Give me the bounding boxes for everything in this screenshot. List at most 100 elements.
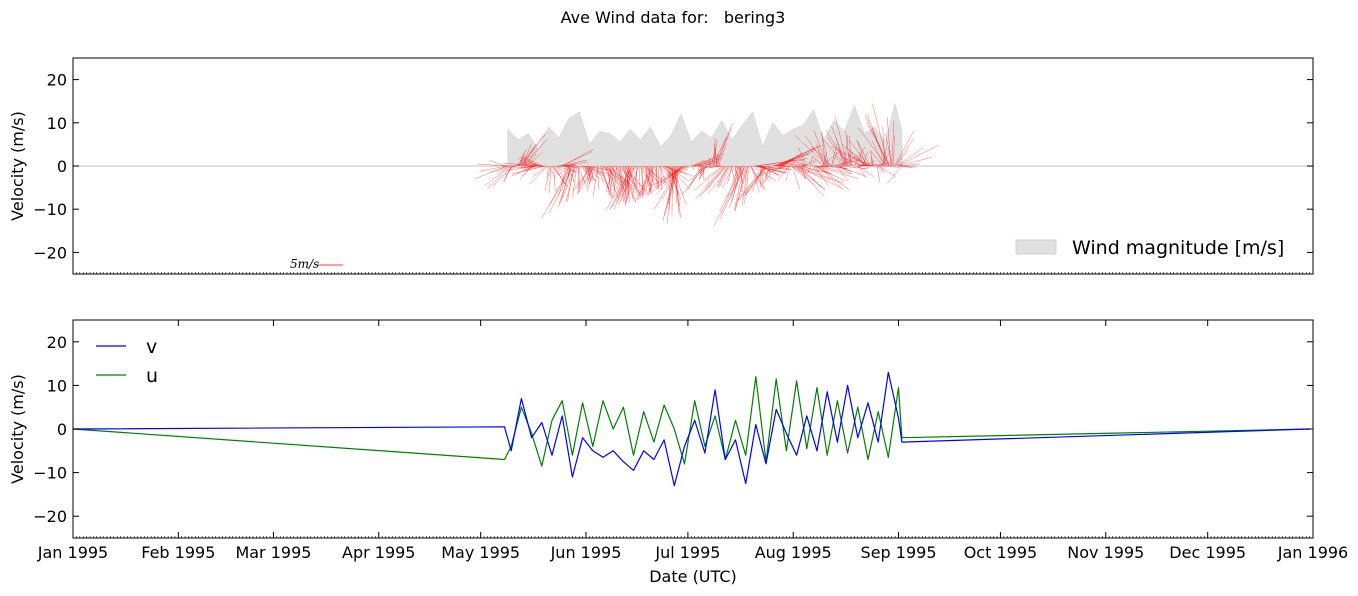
wind-stick (762, 165, 771, 185)
wind-stick (838, 147, 844, 167)
x-tick-label: Jan 1996 (1277, 543, 1348, 562)
wind-stick (524, 165, 535, 170)
wind-stick (614, 165, 630, 210)
wind-stick (896, 147, 924, 167)
wind-stick (572, 165, 577, 198)
wind-stick (489, 160, 506, 167)
wind-stick (550, 165, 571, 205)
wind-stick (809, 156, 813, 167)
wind-stick (529, 163, 537, 167)
wind-stick (655, 165, 683, 196)
wind-stick (796, 154, 807, 167)
wind-stick (644, 165, 651, 194)
x-tick-label: Jul 1995 (654, 543, 720, 562)
wind-stick (563, 163, 576, 167)
wind-stick (876, 165, 885, 173)
wind-stick (704, 165, 725, 188)
wind-stick (693, 165, 724, 191)
wind-stick (691, 165, 695, 171)
wind-stick (795, 165, 825, 197)
wind-stick (858, 165, 866, 178)
x-tick-label: Jun 1995 (550, 543, 622, 562)
wind-stick (581, 165, 595, 183)
wind-stick (792, 163, 809, 167)
bottom-y-ticks: 20 10 0 −10 −20 (33, 333, 1313, 526)
wind-stick (810, 160, 817, 167)
bottom-plot-area (72, 371, 1310, 487)
wind-stick (544, 165, 551, 191)
wind-stick (784, 160, 786, 167)
wind-stick (734, 165, 749, 211)
wind-stick (755, 158, 808, 167)
wind-stick (616, 165, 634, 203)
wind-stick (857, 165, 862, 169)
wind-stick (879, 165, 884, 171)
wind-stick (828, 164, 834, 167)
wind-stick (727, 165, 733, 184)
wind-stick (651, 165, 686, 186)
x-tick-label: Jan 1995 (37, 543, 108, 562)
x-tick-label: Aug 1995 (755, 543, 832, 562)
wind-stick (866, 114, 888, 167)
wind-stick (586, 165, 596, 192)
wind-stick (646, 165, 665, 184)
wind-stick (817, 149, 831, 167)
wind-stick (690, 161, 703, 167)
wind-stick (871, 156, 874, 167)
wind-stick (871, 126, 886, 167)
wind-stick (801, 162, 805, 167)
wind-stick (564, 161, 588, 167)
wind-stick (878, 165, 900, 168)
wind-stick (527, 152, 543, 167)
wind-stick (702, 165, 721, 169)
wind-stick (807, 165, 812, 174)
wind-stick (664, 165, 678, 216)
wind-stick (524, 148, 538, 167)
wind-stick (524, 165, 546, 172)
wind-stick (786, 165, 789, 170)
series-line-v (72, 371, 1310, 487)
wind-stick (901, 165, 913, 169)
legend-label-v: v (146, 336, 157, 358)
wind-stick (635, 165, 655, 201)
wind-stick (690, 165, 708, 180)
wind-stick (737, 165, 768, 201)
y-tick-label: 20 (47, 71, 67, 90)
top-y-ticks: 20 10 0 −10 −20 (33, 71, 1313, 262)
wind-stick (609, 165, 636, 210)
wind-stick (546, 165, 549, 179)
wind-stick (620, 165, 635, 202)
wind-stick (658, 165, 687, 183)
wind-stick (768, 165, 786, 171)
wind-stick (605, 165, 614, 193)
wind-stick (671, 165, 689, 179)
wind-stick (843, 157, 865, 167)
y-tick-label: −20 (33, 243, 67, 262)
wind-stick (477, 163, 505, 167)
wind-stick (678, 165, 689, 173)
wind-stick (893, 135, 895, 167)
wind-stick (882, 126, 886, 167)
legend-label-magnitude: Wind magnitude [m/s] (1072, 237, 1284, 259)
wind-stick (506, 165, 539, 171)
wind-stick (719, 165, 743, 213)
wind-stick (759, 165, 790, 170)
wind-stick (577, 165, 580, 194)
wind-stick (522, 144, 532, 167)
bottom-xlabel: Date (UTC) (649, 567, 737, 586)
wind-stick (811, 146, 830, 167)
wind-stick (714, 138, 716, 167)
wind-stick (878, 165, 881, 167)
y-tick-label: 0 (57, 420, 67, 439)
wind-stick (709, 157, 711, 167)
wind-stick (811, 165, 819, 173)
scale-key: 5m/s (290, 257, 343, 271)
wind-stick (565, 165, 576, 203)
wind-stick (666, 165, 675, 195)
wind-stick (686, 165, 705, 191)
wind-stick (576, 165, 595, 195)
wind-stick (802, 165, 809, 171)
wind-stick (856, 163, 863, 167)
wind-stick (642, 165, 649, 198)
wind-stick (735, 165, 747, 212)
